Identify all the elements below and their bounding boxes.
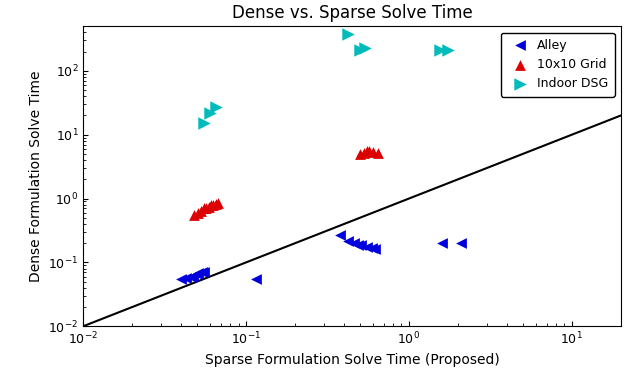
Alley [456,240,467,246]
Y-axis label: Dense Formulation Solve Time: Dense Formulation Solve Time [29,70,43,282]
Indoor DSG [435,47,445,53]
10x10 Grid [367,149,378,155]
10x10 Grid [201,205,211,211]
Alley [437,240,447,246]
10x10 Grid [373,150,383,156]
Alley [197,269,207,275]
Alley [181,274,191,280]
Alley [349,240,359,246]
Alley [356,242,367,248]
Alley [342,237,353,243]
Alley [193,270,204,276]
Alley [362,244,372,250]
10x10 Grid [206,202,216,208]
10x10 Grid [362,148,372,154]
Indoor DSG [211,104,221,110]
Alley [251,276,261,282]
10x10 Grid [198,206,209,212]
X-axis label: Sparse Formulation Solve Time (Proposed): Sparse Formulation Solve Time (Proposed) [205,353,499,367]
Alley [370,246,380,252]
10x10 Grid [208,202,218,208]
Indoor DSG [342,31,353,37]
Alley [335,232,346,238]
Alley [188,273,198,279]
Title: Dense vs. Sparse Solve Time: Dense vs. Sparse Solve Time [232,4,472,22]
Legend: Alley, 10x10 Grid, Indoor DSG: Alley, 10x10 Grid, Indoor DSG [500,33,614,96]
Indoor DSG [198,120,209,126]
Alley [192,272,202,278]
Alley [176,276,186,282]
10x10 Grid [189,212,199,218]
Alley [367,245,377,251]
10x10 Grid [364,148,374,154]
10x10 Grid [193,210,204,216]
10x10 Grid [196,207,206,213]
Indoor DSG [444,46,454,53]
Alley [186,274,196,280]
10x10 Grid [359,150,369,156]
Indoor DSG [205,110,215,116]
10x10 Grid [204,204,214,210]
10x10 Grid [212,200,223,206]
Indoor DSG [360,45,371,51]
Alley [353,242,364,248]
Indoor DSG [355,47,365,53]
10x10 Grid [355,151,365,157]
Alley [198,268,209,274]
10x10 Grid [211,201,221,207]
